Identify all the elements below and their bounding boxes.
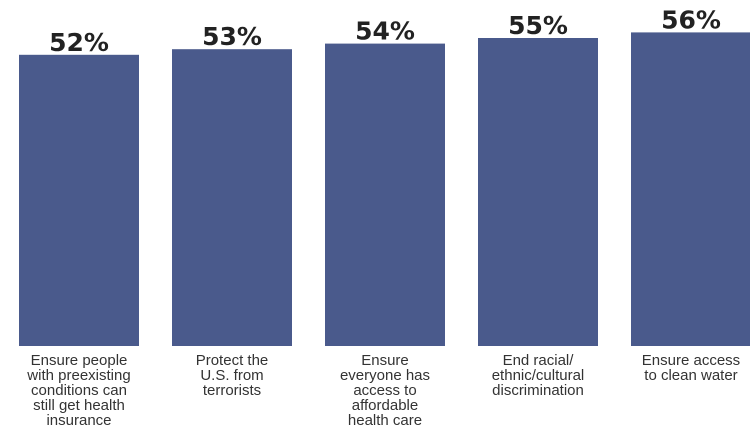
category-label-3: Ensure everyone has access to affordable hea… bbox=[340, 352, 430, 429]
bar-value-label-3: 54% bbox=[355, 17, 415, 46]
category-label-line: health care bbox=[348, 412, 422, 429]
category-label-1: Ensure people with preexisting conditions … bbox=[26, 352, 130, 429]
bar-5 bbox=[631, 32, 750, 347]
bar-2 bbox=[172, 49, 292, 346]
category-label-line: with preexisting bbox=[26, 367, 130, 384]
category-label-line: terrorists bbox=[203, 382, 261, 399]
bar-value-label-5: 56% bbox=[661, 5, 721, 34]
category-label-line: Ensure bbox=[361, 352, 409, 369]
bar-value-label-1: 52% bbox=[49, 28, 109, 57]
category-label-line: access to bbox=[353, 382, 416, 399]
category-label-line: U.S. from bbox=[200, 367, 263, 384]
category-label-4: End racial/ethnic/cultural discrimination bbox=[492, 352, 585, 399]
bar-3 bbox=[325, 43, 445, 346]
category-label-line: to clean water bbox=[644, 367, 737, 384]
category-label-line: still get health bbox=[33, 397, 125, 414]
category-label-2: Protect the U.S. from terrorists bbox=[196, 352, 269, 399]
category-label-line: Protect the bbox=[196, 352, 269, 369]
category-label-line: everyone has bbox=[340, 367, 430, 384]
category-label-line: Ensure people bbox=[31, 352, 128, 369]
category-label-line: Ensure access bbox=[642, 352, 740, 369]
bar-value-label-2: 53% bbox=[202, 22, 262, 51]
category-label-line: insurance bbox=[46, 412, 111, 429]
category-label-line: conditions can bbox=[31, 382, 127, 399]
category-label-line: discrimination bbox=[492, 382, 584, 399]
category-label-line: affordable bbox=[352, 397, 418, 414]
bar-value-label-4: 55% bbox=[508, 11, 568, 40]
category-label-line: ethnic/cultural bbox=[492, 367, 585, 384]
category-label-5: Ensure access to clean water bbox=[642, 352, 740, 384]
bar-4 bbox=[478, 38, 598, 346]
bar-1 bbox=[19, 54, 139, 347]
category-label-line: End racial/ bbox=[503, 352, 575, 369]
